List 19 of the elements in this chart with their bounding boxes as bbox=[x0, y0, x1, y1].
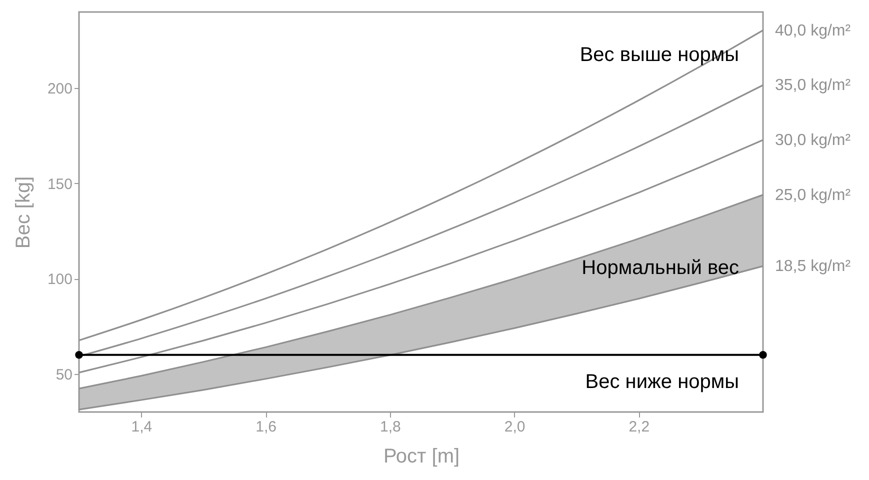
annotation: Вес ниже нормы bbox=[585, 371, 739, 393]
x-axis-title: Рост [m] bbox=[383, 446, 460, 468]
x-tick-label: 1,4 bbox=[131, 418, 152, 436]
y-tick-label: 100 bbox=[47, 271, 72, 288]
x-tick-label: 2,0 bbox=[504, 418, 526, 436]
y-tick-label: 50 bbox=[56, 366, 72, 384]
annotation: Вес выше нормы bbox=[580, 44, 739, 66]
series-label: 25,0 kg/m² bbox=[775, 186, 852, 204]
series-label: 18,5 kg/m² bbox=[775, 258, 852, 276]
series-label: 35,0 kg/m² bbox=[775, 77, 852, 94]
annotation: Нормальный вес bbox=[582, 257, 739, 279]
series-label: 40,0 kg/m² bbox=[775, 22, 852, 40]
series-label: 30,0 kg/m² bbox=[775, 132, 852, 149]
y-tick-label: 200 bbox=[47, 80, 72, 98]
x-tick-label: 2,2 bbox=[628, 418, 650, 436]
y-axis-title: Вес [kg] bbox=[12, 176, 34, 249]
x-tick-label: 1,8 bbox=[380, 418, 401, 436]
x-tick-label: 1,6 bbox=[256, 418, 276, 436]
y-tick-label: 150 bbox=[47, 176, 72, 193]
